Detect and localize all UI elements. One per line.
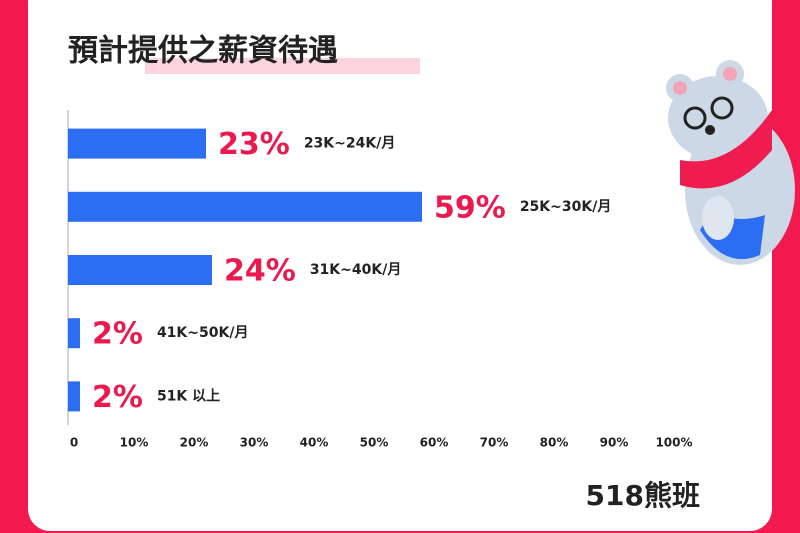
value-label: 24%	[224, 254, 296, 289]
x-tick-label: 70%	[480, 436, 509, 450]
x-tick-label: 10%	[120, 436, 149, 450]
x-tick-label: 0	[70, 436, 78, 450]
value-label: 59%	[434, 190, 506, 225]
category-label: 25K~30K/月	[520, 199, 612, 215]
bar	[68, 318, 80, 349]
card	[28, 0, 772, 531]
x-tick-label: 60%	[420, 436, 449, 450]
x-tick-label: 50%	[360, 436, 389, 450]
bear-illustration	[666, 60, 795, 265]
title-highlight	[145, 58, 420, 74]
bar	[68, 255, 212, 285]
x-tick-label: 100%	[655, 436, 692, 450]
bar	[68, 128, 206, 159]
x-tick-label: 80%	[540, 436, 569, 450]
x-tick-label: 90%	[600, 436, 629, 450]
value-label: 2%	[92, 380, 143, 415]
x-tick-label: 40%	[300, 436, 329, 450]
category-label: 31K~40K/月	[310, 262, 402, 278]
value-label: 23%	[218, 127, 290, 162]
chart-title: 預計提供之薪資待遇	[68, 34, 338, 69]
category-label: 51K 以上	[157, 388, 220, 404]
category-label: 41K~50K/月	[157, 325, 249, 341]
brand-logo: 518熊班	[586, 479, 700, 512]
category-label: 23K~24K/月	[304, 136, 396, 152]
bar	[68, 381, 80, 412]
bar	[68, 191, 422, 222]
x-tick-label: 20%	[180, 436, 209, 450]
value-label: 2%	[92, 317, 143, 352]
x-tick-label: 30%	[240, 436, 269, 450]
